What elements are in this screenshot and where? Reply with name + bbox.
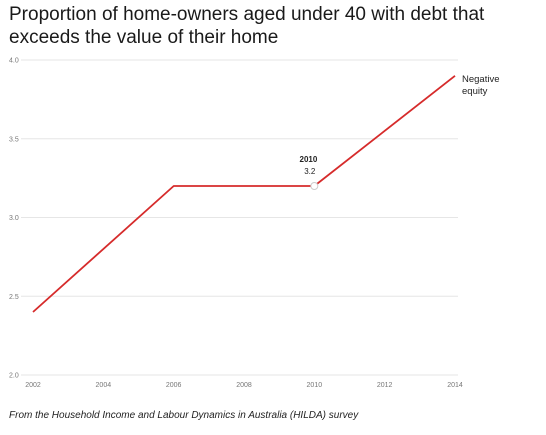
chart-title: Proportion of home-owners aged under 40 … xyxy=(9,4,485,48)
x-tick-label: 2010 xyxy=(307,382,323,389)
series-label-line-1: Negative xyxy=(462,74,500,85)
x-tick-label: 2012 xyxy=(377,382,393,389)
y-tick-label: 2.0 xyxy=(9,373,19,380)
x-tick-label: 2002 xyxy=(25,382,41,389)
y-tick-label: 3.5 xyxy=(9,136,19,143)
y-tick-label: 2.5 xyxy=(9,294,19,301)
x-tick-label: 2008 xyxy=(236,382,252,389)
x-tick-label: 2014 xyxy=(447,382,463,389)
highlight-point[interactable] xyxy=(310,182,319,190)
x-axis: 2002 2004 2006 2008 2010 2012 2014 xyxy=(25,382,463,389)
series-label-line-2: equity xyxy=(462,86,488,97)
x-tick-label: 2004 xyxy=(96,382,112,389)
y-tick-label: 4.0 xyxy=(9,58,19,65)
series-line[interactable] xyxy=(32,75,456,313)
highlight-year-label: 2010 xyxy=(300,155,318,164)
x-tick-label: 2006 xyxy=(166,382,182,389)
y-axis: 2.0 2.5 3.0 3.5 4.0 xyxy=(9,58,19,380)
highlight-marker[interactable]: 2010 3.2 xyxy=(300,155,319,190)
series-lines xyxy=(32,75,456,313)
highlight-value-label: 3.2 xyxy=(304,167,316,176)
y-tick-label: 3.0 xyxy=(9,215,19,222)
source-note: From the Household Income and Labour Dyn… xyxy=(9,410,359,421)
gridlines xyxy=(21,59,458,376)
